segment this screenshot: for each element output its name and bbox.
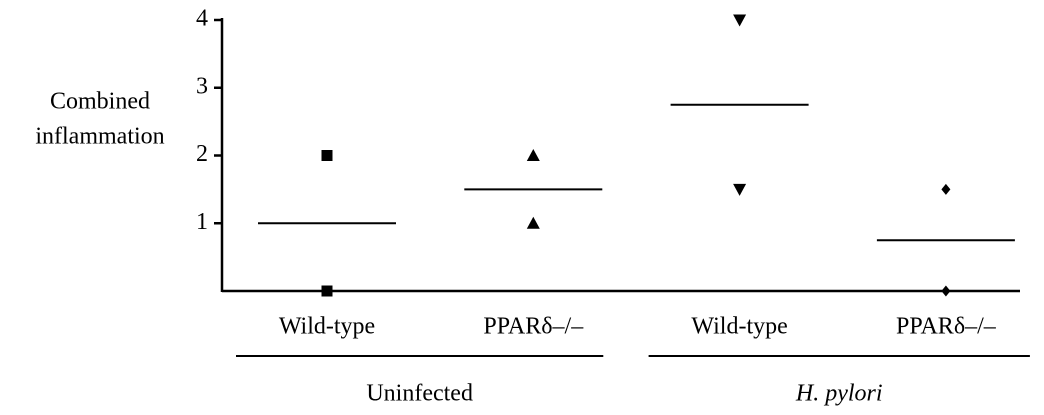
x-tick-label: Wild-type — [691, 314, 787, 340]
y-tick-label: 2 — [196, 141, 208, 167]
y-tick-label: 4 — [196, 6, 208, 32]
y-axis-label: Combined — [50, 89, 150, 115]
group-label: Uninfected — [366, 381, 473, 407]
x-tick-label: Wild-type — [279, 314, 375, 340]
point — [733, 183, 747, 196]
point — [526, 149, 540, 161]
group-label: H. pylori — [795, 381, 883, 407]
point — [941, 285, 951, 297]
point — [321, 285, 333, 297]
point — [321, 150, 333, 161]
point — [733, 14, 747, 27]
y-tick-label: 1 — [196, 209, 208, 235]
y-tick-label: 3 — [196, 73, 208, 99]
x-tick-label: PPARδ–/– — [483, 314, 584, 340]
point — [526, 216, 540, 229]
y-axis-label: inflammation — [35, 124, 164, 150]
x-tick-label: PPARδ–/– — [896, 314, 997, 340]
point — [941, 183, 951, 195]
